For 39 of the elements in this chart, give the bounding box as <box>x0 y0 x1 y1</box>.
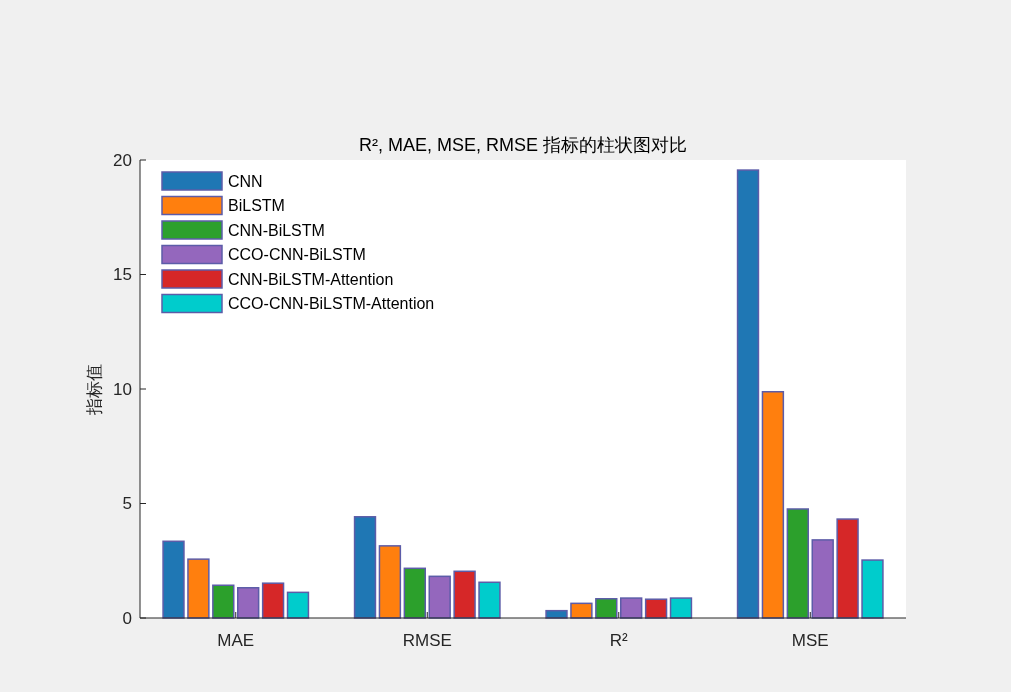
legend-label: CNN <box>228 172 263 190</box>
bar <box>644 598 668 619</box>
bar <box>378 545 402 619</box>
bar <box>453 570 476 619</box>
bar <box>286 591 310 619</box>
bar <box>187 558 210 619</box>
x-tick-label: MSE <box>791 631 829 650</box>
bar <box>736 169 760 619</box>
x-tick-label: RMSE <box>402 631 452 650</box>
y-tick-label: 0 <box>122 608 132 628</box>
bar <box>478 581 501 619</box>
bar <box>811 539 834 619</box>
chart-title: R², MAE, MSE, RMSE 指标的柱状图对比 <box>358 135 688 155</box>
legend-label: CCO-CNN-BiLSTM-Attention <box>228 295 435 312</box>
x-tick-label: MAE <box>217 631 255 650</box>
bar <box>261 582 285 619</box>
bar <box>786 508 809 619</box>
bar <box>761 391 785 619</box>
bar <box>620 597 643 619</box>
legend-label: CNN-BiLSTM-Attention <box>228 270 394 288</box>
legend-label: CNN-BiLSTM <box>228 221 325 239</box>
bar <box>162 540 185 619</box>
bar <box>861 559 884 619</box>
bar <box>428 575 451 619</box>
y-tick-label: 10 <box>113 379 132 399</box>
bar <box>595 598 618 619</box>
x-tick-label: R² <box>609 631 629 650</box>
bar <box>212 584 235 619</box>
y-tick-label: 20 <box>113 150 132 170</box>
bar <box>353 516 377 619</box>
legend-label: BiLSTM <box>228 197 285 214</box>
y-tick-label: 15 <box>113 265 132 284</box>
legend-label: CCO-CNN-BiLSTM <box>228 246 366 263</box>
y-axis-title: 指标值 <box>85 363 104 416</box>
bar <box>403 567 426 619</box>
y-tick-label: 5 <box>122 494 132 513</box>
bar <box>669 597 693 619</box>
bar <box>237 587 260 619</box>
bar <box>836 518 859 619</box>
